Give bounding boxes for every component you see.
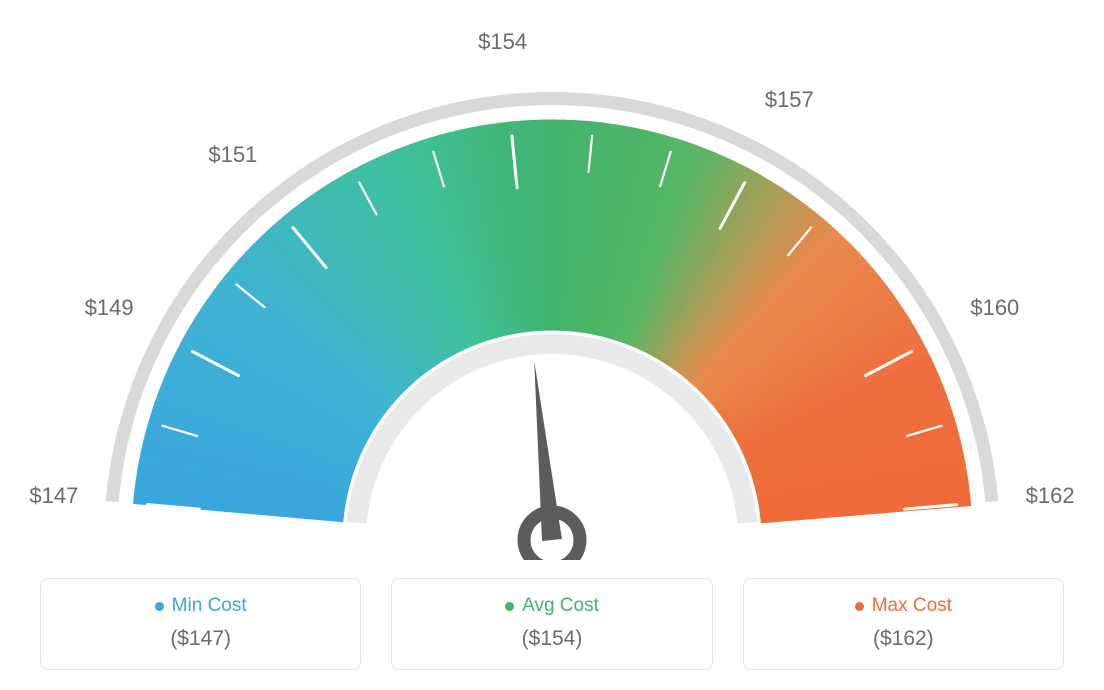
gauge-tick-label: $154 [478,29,527,55]
legend-dot-min [155,602,164,611]
legend-value-max: ($162) [754,627,1053,651]
legend-label-avg: Avg Cost [522,595,599,617]
legend-row: Min Cost ($147) Avg Cost ($154) Max Cost… [40,578,1064,670]
legend-card-max: Max Cost ($162) [743,578,1064,670]
gauge-tick-label: $149 [85,295,134,321]
gauge-chart: $147 $149 $151 $154 $157 $160 $162 [0,0,1104,560]
legend-dot-avg [505,602,514,611]
legend-card-avg: Avg Cost ($154) [391,578,712,670]
gauge-tick-label: $147 [29,483,78,509]
legend-label-min: Min Cost [172,595,247,617]
gauge-tick-label: $151 [208,142,257,168]
gauge-tick-label: $157 [765,87,814,113]
legend-dot-max [855,602,864,611]
legend-title-max: Max Cost [855,595,952,617]
legend-value-avg: ($154) [402,627,701,651]
gauge-svg [0,0,1104,560]
legend-label-max: Max Cost [872,595,952,617]
legend-card-min: Min Cost ($147) [40,578,361,670]
legend-title-min: Min Cost [155,595,247,617]
gauge-tick-label: $162 [1026,483,1075,509]
legend-title-avg: Avg Cost [505,595,599,617]
gauge-tick-label: $160 [970,295,1019,321]
legend-value-min: ($147) [51,627,350,651]
